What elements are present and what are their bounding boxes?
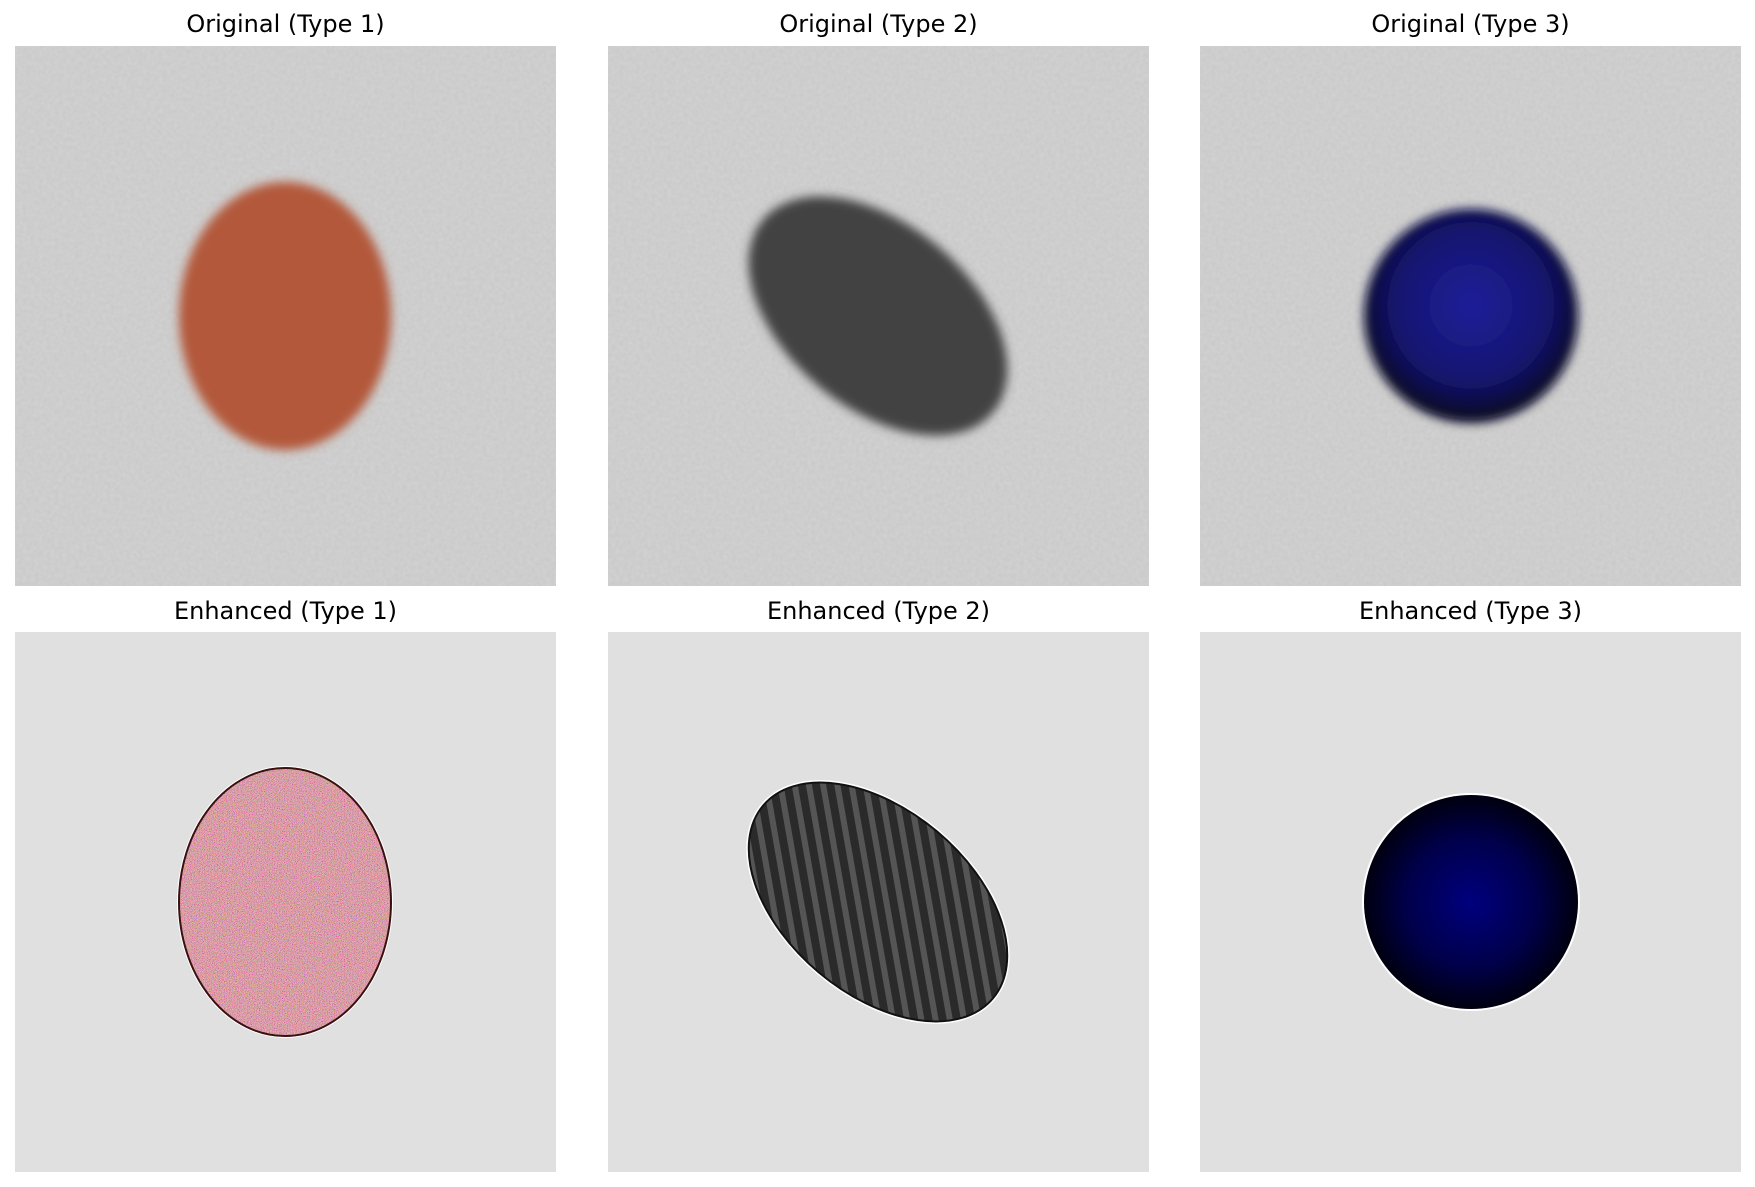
noisy-ellipse-shape [179,768,391,1036]
circle-shape [1364,795,1578,1009]
image-enhanced-type-2 [608,632,1149,1172]
panel-title-original-type-2: Original (Type 2) [779,10,978,38]
panel-title-enhanced-type-2: Enhanced (Type 2) [766,597,991,625]
panel-title-enhanced-type-1: Enhanced (Type 1) [173,597,398,625]
panel-title-original-type-3: Original (Type 3) [1371,10,1570,38]
image-original-type-3 [1200,46,1741,586]
image-original-type-2 [608,46,1149,586]
striped-ellipse-shape [748,782,1008,1022]
panel-title-original-type-1: Original (Type 1) [186,10,385,38]
circle-shape [1364,209,1578,423]
panel-title-enhanced-type-3: Enhanced (Type 3) [1358,597,1583,625]
striped-ellipse-shape [748,196,1008,436]
ellipse-shape [179,182,391,450]
image-enhanced-type-1 [15,632,556,1172]
image-original-type-1 [15,46,556,586]
image-enhanced-type-3 [1200,632,1741,1172]
